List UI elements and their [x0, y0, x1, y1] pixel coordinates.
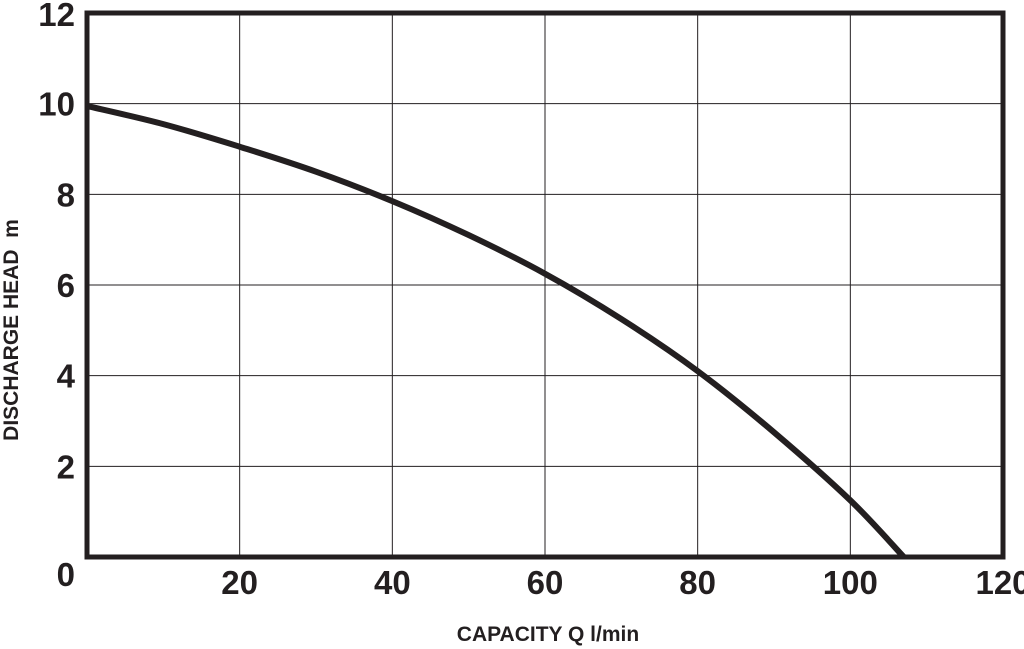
x-axis-label: CAPACITY Q l/min: [457, 623, 639, 646]
plot-frame: [84, 10, 1006, 560]
y-tick-labels: 0 2 4 6 8 10 12: [38, 0, 75, 593]
x-tick-label: 40: [374, 564, 411, 601]
y-tick-label: 6: [57, 267, 75, 304]
y-tick-label: 8: [57, 176, 75, 213]
x-tick-label: 120: [975, 564, 1024, 601]
x-tick-labels: 20 40 60 80 100 120: [221, 564, 1024, 601]
grid-lines: [86, 12, 1004, 558]
x-tick-label: 100: [823, 564, 878, 601]
y-tick-label: 10: [38, 86, 75, 123]
y-tick-label: 2: [57, 448, 75, 485]
y-tick-label: 12: [38, 0, 75, 33]
x-tick-label: 80: [679, 564, 716, 601]
y-axis-label: DISCHARGE HEAD m: [0, 219, 23, 441]
series-line: [86, 102, 906, 560]
y-tick-label: 4: [57, 358, 76, 395]
y-tick-label: 0: [57, 556, 75, 593]
x-tick-label: 20: [221, 564, 258, 601]
x-tick-label: 60: [527, 564, 564, 601]
